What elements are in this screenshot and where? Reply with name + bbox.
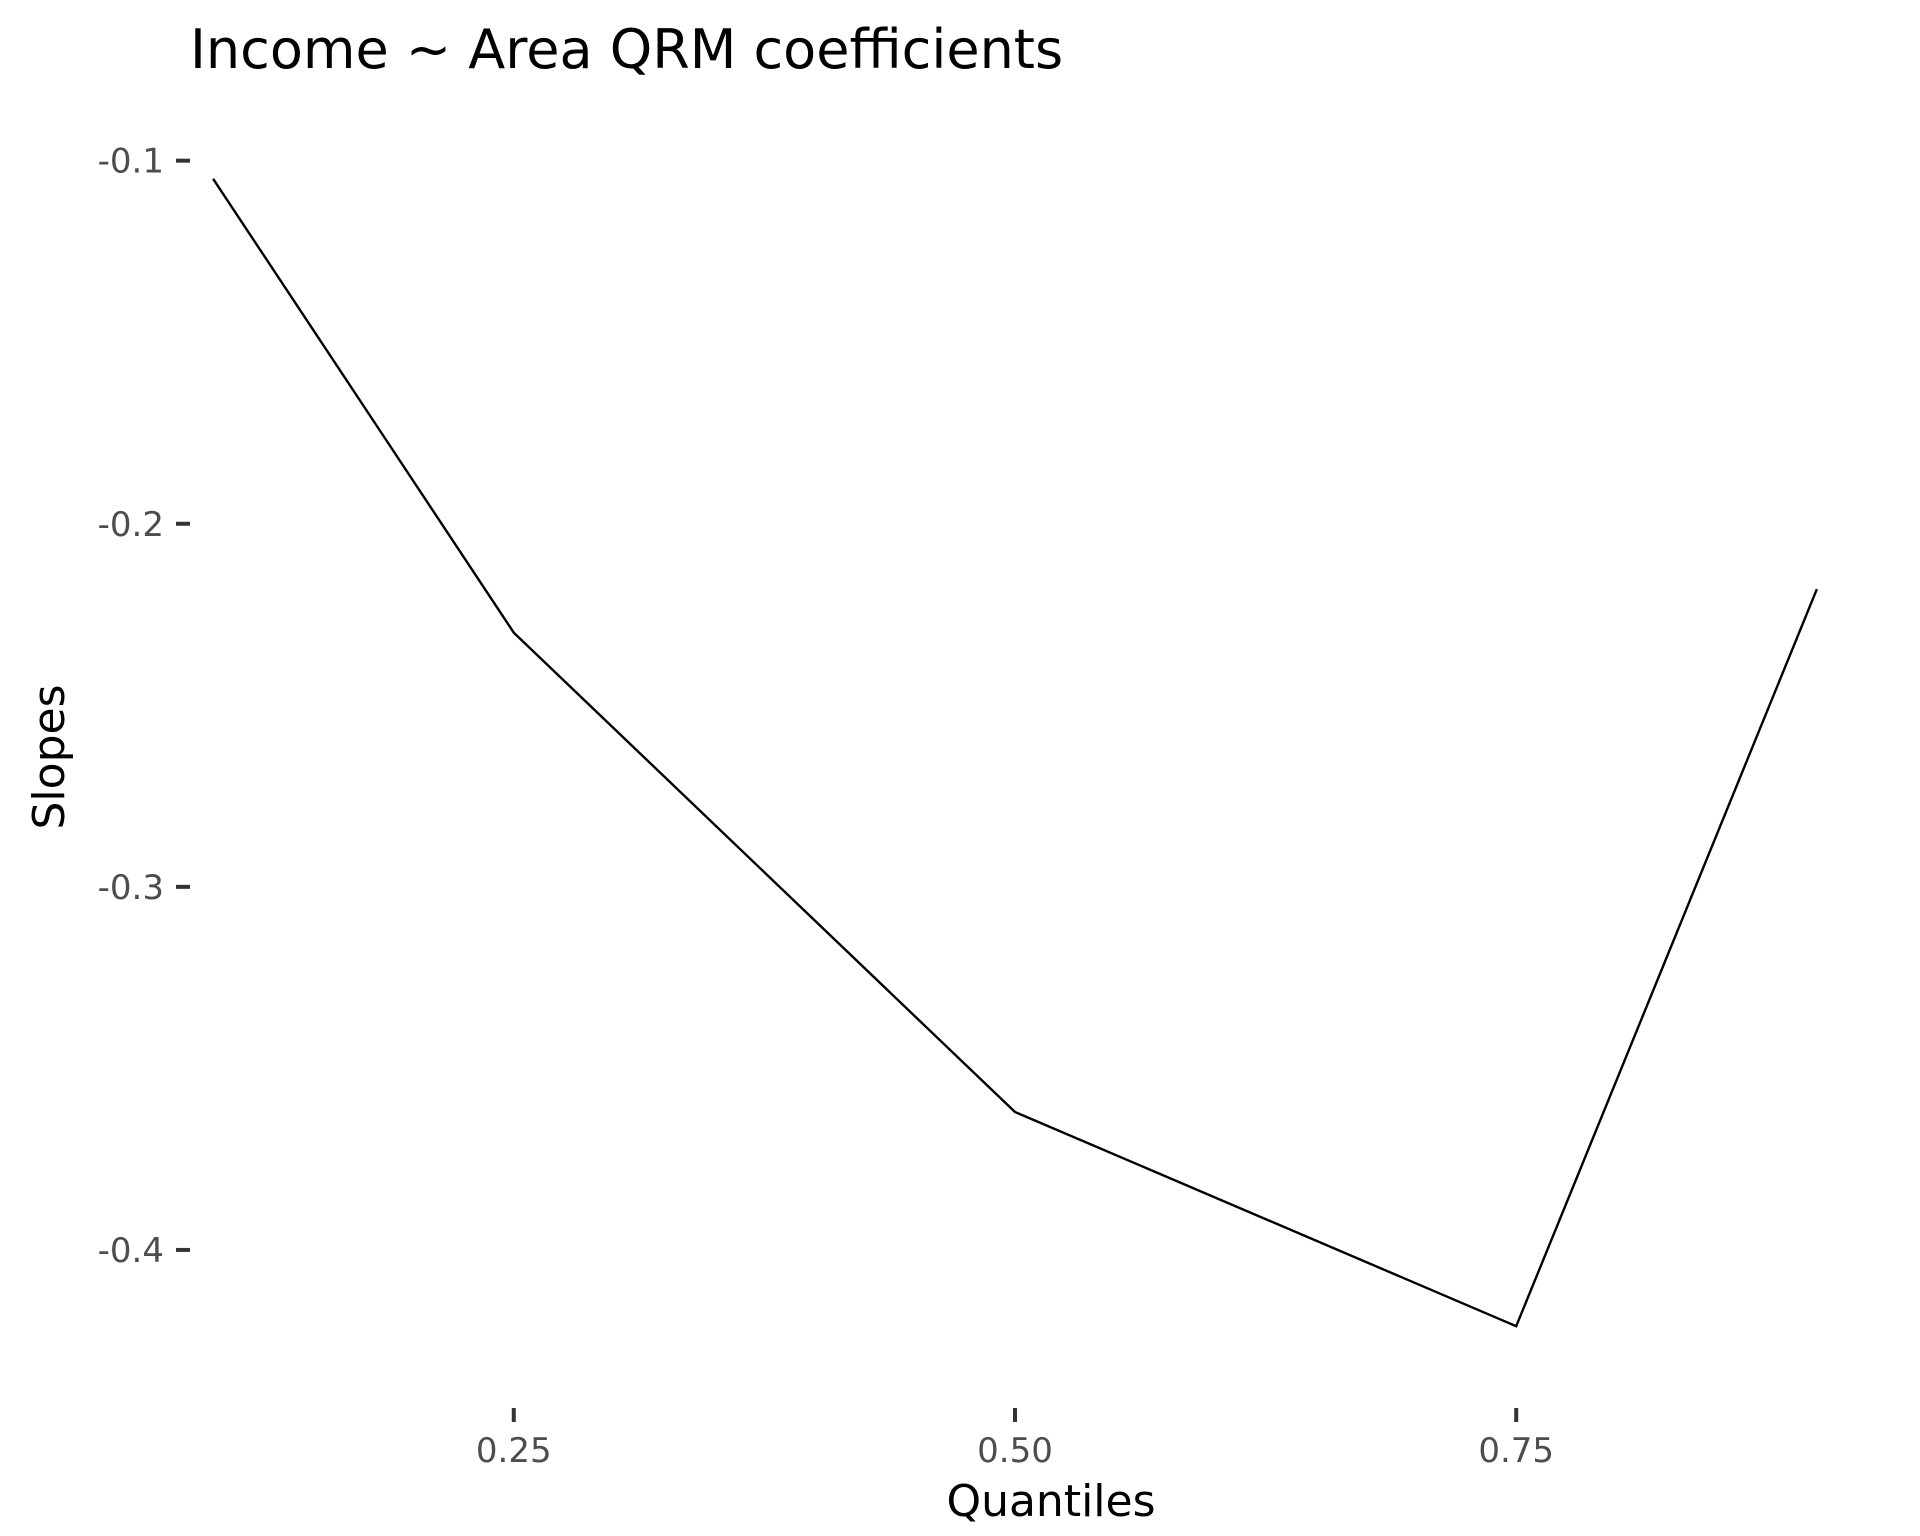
chart-title: Income ~ Area QRM coefficients bbox=[190, 18, 1063, 81]
y-tick-label: -0.2 bbox=[98, 505, 164, 545]
y-tick-label: -0.3 bbox=[98, 868, 164, 908]
series-line bbox=[212, 178, 1819, 1328]
y-axis: -0.1 -0.2 -0.3 -0.4 bbox=[98, 142, 190, 1271]
x-tick-label: 0.25 bbox=[476, 1431, 552, 1471]
y-tick-label: -0.1 bbox=[98, 142, 164, 182]
x-tick-label: 0.50 bbox=[977, 1431, 1053, 1471]
y-axis-title: Slopes bbox=[24, 685, 75, 830]
x-axis-title: Quantiles bbox=[946, 1476, 1155, 1527]
x-tick-label: 0.75 bbox=[1478, 1431, 1554, 1471]
y-tick-label: -0.4 bbox=[98, 1231, 164, 1271]
series bbox=[212, 178, 1819, 1328]
x-axis: 0.25 0.50 0.75 bbox=[476, 1408, 1554, 1471]
